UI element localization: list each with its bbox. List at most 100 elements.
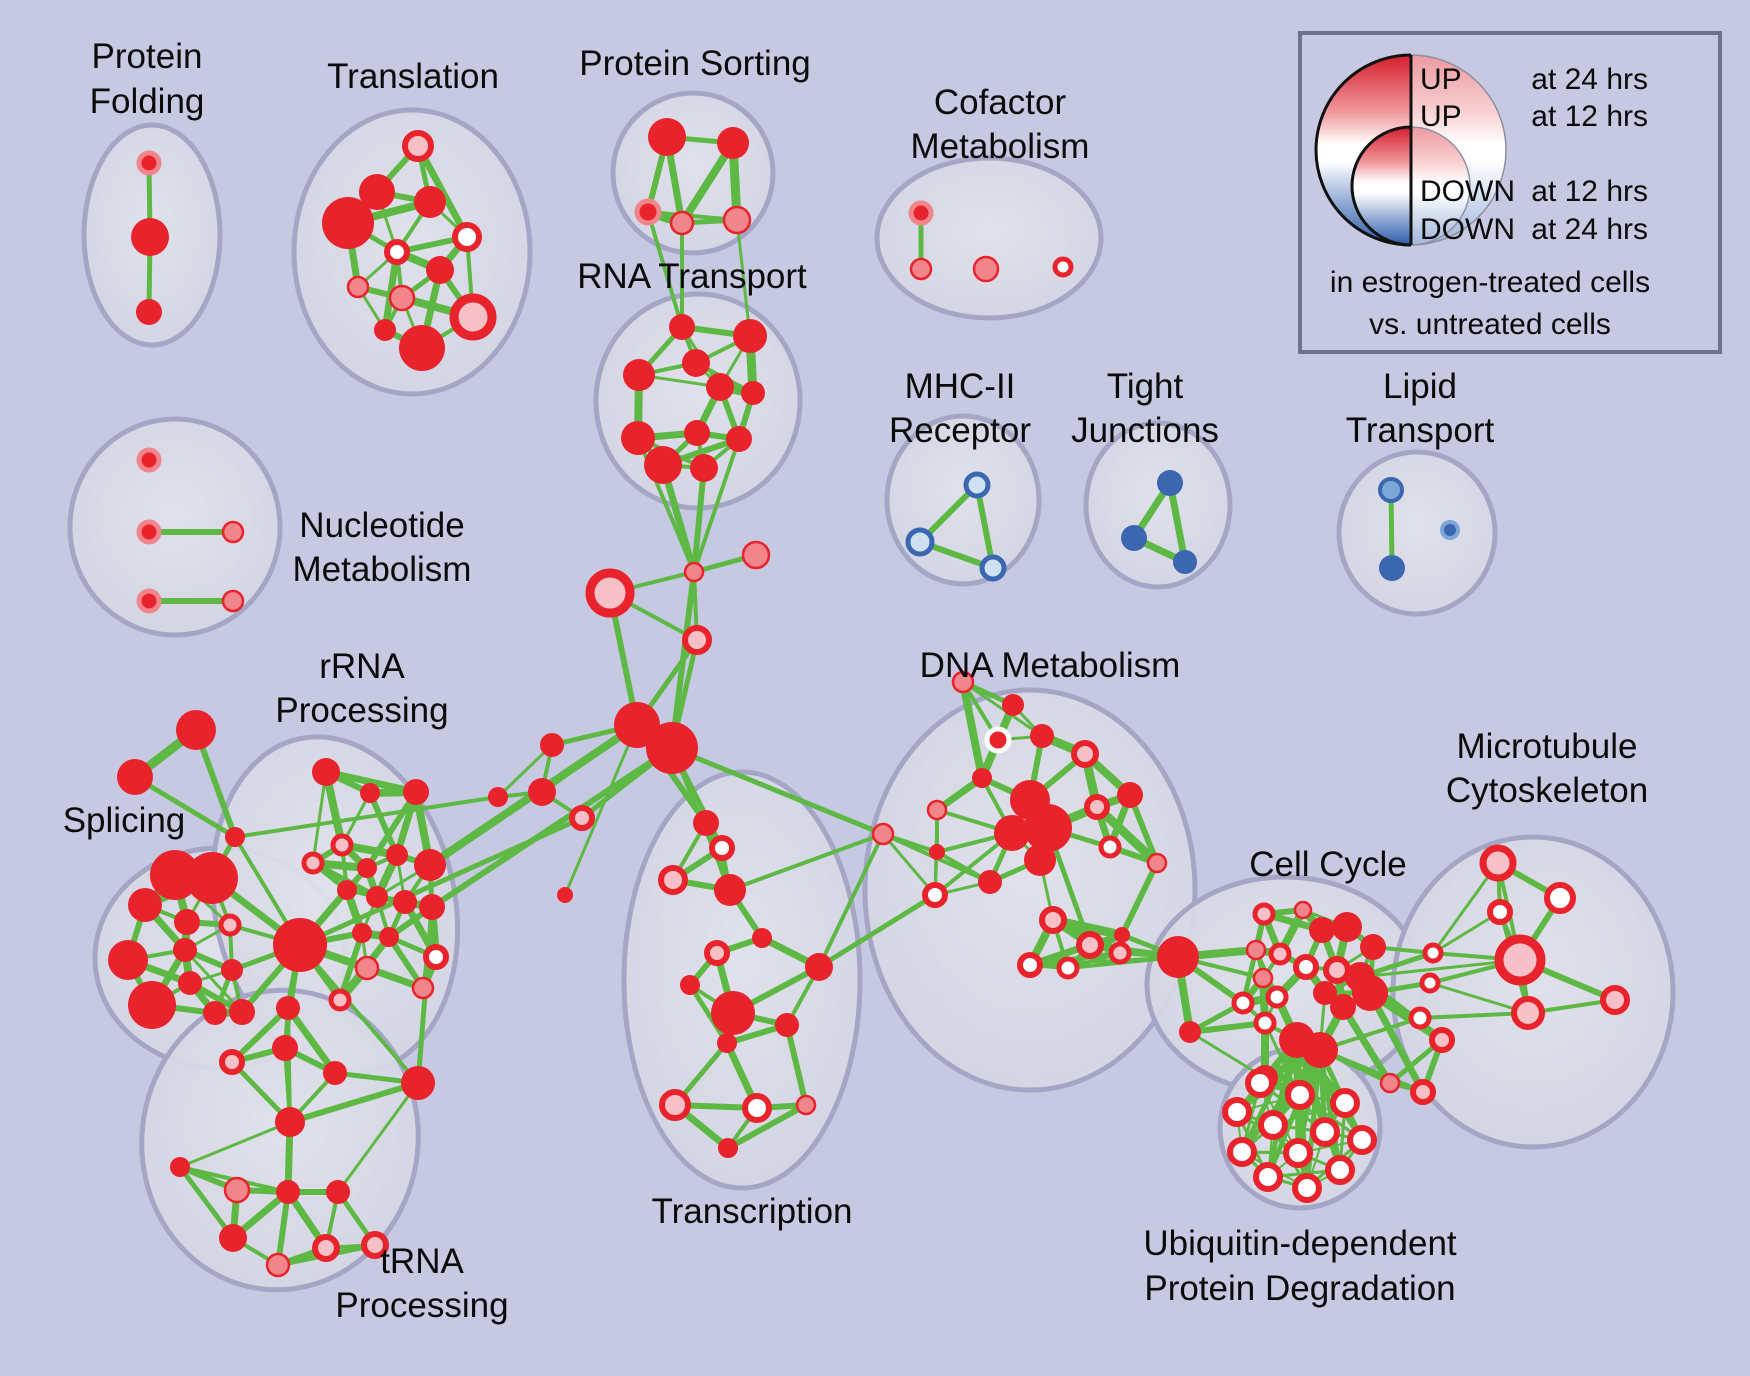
gene-node[interactable]: [203, 1001, 227, 1025]
gene-node[interactable]: [1360, 934, 1386, 960]
gene-node[interactable]: [449, 293, 497, 341]
gene-node[interactable]: [411, 976, 435, 1000]
gene-node[interactable]: [733, 319, 767, 353]
gene-node[interactable]: [1157, 470, 1183, 496]
gene-node[interactable]: [648, 118, 686, 156]
gene-node[interactable]: [569, 805, 595, 831]
gene-node[interactable]: [426, 256, 454, 284]
gene-node[interactable]: [1071, 740, 1099, 768]
gene-node[interactable]: [330, 833, 354, 857]
gene-node[interactable]: [963, 471, 991, 499]
gene-node[interactable]: [726, 426, 752, 452]
gene-node[interactable]: [684, 420, 710, 446]
gene-node[interactable]: [1265, 985, 1289, 1009]
gene-node[interactable]: [741, 540, 771, 570]
gene-node[interactable]: [136, 447, 162, 473]
gene-node[interactable]: [1332, 912, 1362, 942]
gene-node[interactable]: [1408, 1006, 1432, 1030]
gene-node[interactable]: [1600, 985, 1630, 1015]
gene-node[interactable]: [1293, 954, 1319, 980]
gene-node[interactable]: [1310, 1117, 1340, 1147]
gene-node[interactable]: [131, 218, 169, 256]
gene-node[interactable]: [1253, 1162, 1283, 1192]
gene-node[interactable]: [386, 844, 408, 866]
gene-node[interactable]: [540, 733, 564, 757]
gene-node[interactable]: [401, 1066, 435, 1100]
gene-node[interactable]: [1511, 996, 1545, 1030]
gene-node[interactable]: [1121, 525, 1147, 551]
gene-node[interactable]: [312, 1234, 340, 1262]
gene-node[interactable]: [414, 849, 446, 881]
gene-node[interactable]: [366, 886, 388, 908]
gene-node[interactable]: [711, 991, 755, 1035]
gene-node[interactable]: [1076, 931, 1104, 959]
gene-node[interactable]: [273, 918, 327, 972]
gene-node[interactable]: [646, 722, 698, 774]
gene-node[interactable]: [225, 827, 245, 847]
gene-node[interactable]: [1544, 882, 1576, 914]
gene-node[interactable]: [403, 779, 429, 805]
gene-node[interactable]: [714, 874, 746, 906]
gene-node[interactable]: [219, 1224, 247, 1252]
gene-node[interactable]: [423, 944, 449, 970]
gene-node[interactable]: [174, 909, 200, 935]
gene-node[interactable]: [1245, 1068, 1275, 1098]
gene-node[interactable]: [1419, 972, 1441, 994]
gene-node[interactable]: [384, 239, 410, 265]
gene-node[interactable]: [659, 1089, 691, 1121]
gene-node[interactable]: [1098, 835, 1122, 859]
gene-node[interactable]: [312, 758, 340, 786]
gene-node[interactable]: [1293, 900, 1313, 920]
gene-node[interactable]: [221, 520, 245, 544]
gene-node[interactable]: [1117, 782, 1143, 808]
gene-node[interactable]: [693, 810, 719, 836]
gene-node[interactable]: [1002, 694, 1024, 716]
gene-node[interactable]: [1347, 1125, 1377, 1155]
gene-node[interactable]: [922, 882, 948, 908]
gene-node[interactable]: [905, 527, 935, 557]
gene-node[interactable]: [1494, 934, 1546, 986]
gene-node[interactable]: [108, 940, 148, 980]
gene-node[interactable]: [1440, 520, 1460, 540]
gene-node[interactable]: [223, 1176, 251, 1204]
gene-node[interactable]: [1024, 844, 1056, 876]
gene-node[interactable]: [1231, 991, 1255, 1015]
gene-node[interactable]: [322, 197, 374, 249]
gene-node[interactable]: [951, 670, 975, 694]
gene-node[interactable]: [276, 996, 300, 1020]
gene-node[interactable]: [926, 799, 948, 821]
gene-node[interactable]: [1252, 967, 1274, 989]
gene-node[interactable]: [741, 381, 765, 405]
gene-node[interactable]: [706, 373, 734, 401]
gene-node[interactable]: [978, 870, 1002, 894]
gene-node[interactable]: [136, 150, 162, 176]
gene-node[interactable]: [1330, 1088, 1360, 1118]
gene-node[interactable]: [1146, 852, 1168, 874]
gene-node[interactable]: [301, 851, 325, 875]
gene-node[interactable]: [1245, 939, 1267, 961]
gene-node[interactable]: [178, 971, 202, 995]
gene-node[interactable]: [128, 888, 162, 922]
gene-node[interactable]: [621, 421, 655, 455]
gene-node[interactable]: [795, 1094, 817, 1116]
gene-node[interactable]: [326, 1180, 350, 1204]
gene-node[interactable]: [265, 1252, 291, 1278]
gene-node[interactable]: [1313, 981, 1337, 1005]
gene-node[interactable]: [680, 975, 700, 995]
gene-node[interactable]: [221, 959, 243, 981]
gene-node[interactable]: [972, 768, 992, 788]
gene-node[interactable]: [221, 589, 245, 613]
gene-node[interactable]: [1309, 917, 1335, 943]
gene-node[interactable]: [414, 186, 446, 218]
gene-node[interactable]: [614, 702, 660, 748]
gene-node[interactable]: [682, 625, 712, 655]
gene-node[interactable]: [399, 325, 445, 371]
gene-node[interactable]: [354, 955, 380, 981]
gene-node[interactable]: [1084, 794, 1110, 820]
gene-node[interactable]: [722, 205, 752, 235]
gene-node[interactable]: [909, 257, 933, 281]
gene-node[interactable]: [218, 913, 242, 937]
gene-node[interactable]: [323, 1061, 347, 1085]
gene-node[interactable]: [328, 988, 352, 1012]
gene-node[interactable]: [979, 554, 1007, 582]
